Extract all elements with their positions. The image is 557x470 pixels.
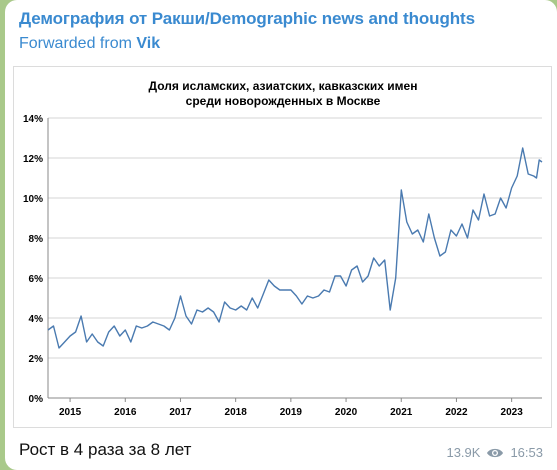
eye-icon (487, 448, 504, 457)
y-tick-label: 4% (29, 314, 44, 325)
chart-image[interactable]: Доля исламских, азиатских, кавказских им… (13, 66, 552, 428)
chart-title-line1: Доля исламских, азиатских, кавказских им… (149, 79, 418, 93)
x-tick-label: 2021 (390, 407, 413, 418)
y-tick-label: 10% (23, 194, 43, 205)
y-tick-label: 8% (29, 234, 44, 245)
forwarded-author[interactable]: Vik (136, 35, 161, 52)
message-caption: Рост в 4 раза за 8 лет (19, 440, 192, 459)
y-tick-label: 0% (29, 394, 44, 405)
x-tick-label: 2017 (169, 407, 192, 418)
x-tick-label: 2023 (501, 407, 524, 418)
x-tick-label: 2019 (280, 407, 303, 418)
message-meta: 13.9K 16:53 (446, 445, 543, 460)
x-tick-label: 2018 (225, 407, 248, 418)
channel-name[interactable]: Демография от Ракши/Demographic news and… (19, 9, 475, 28)
forwarded-from[interactable]: Forwarded from Vik (19, 35, 160, 53)
line-chart: Доля исламских, азиатских, кавказских им… (23, 79, 543, 418)
y-tick-label: 2% (29, 354, 44, 365)
message-time: 16:53 (510, 445, 543, 460)
y-tick-label: 6% (29, 274, 44, 285)
forwarded-prefix: Forwarded from (19, 35, 137, 52)
x-tick-label: 2016 (114, 407, 137, 418)
message-bubble: Демография от Ракши/Demographic news and… (5, 0, 557, 470)
y-tick-label: 14% (23, 114, 43, 125)
series-line (47, 147, 543, 349)
x-tick-label: 2020 (335, 407, 358, 418)
chart-title-line2: среди новорожденных в Москве (186, 94, 381, 108)
y-tick-label: 12% (23, 154, 43, 165)
x-tick-label: 2022 (445, 407, 468, 418)
x-tick-label: 2015 (59, 407, 82, 418)
view-count: 13.9K (446, 445, 481, 460)
